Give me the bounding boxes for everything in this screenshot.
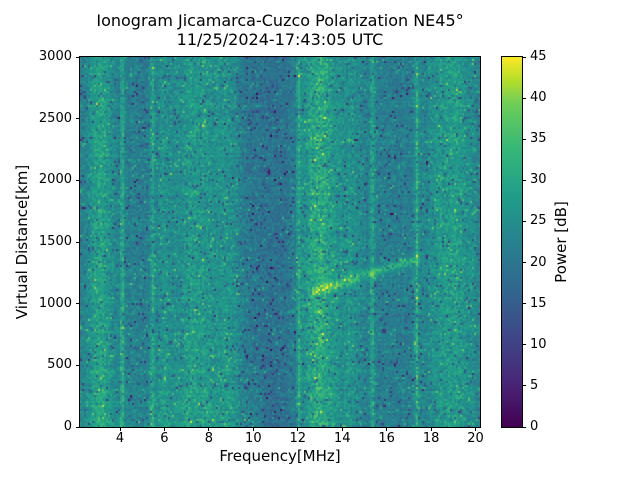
- colorbar-tick-mark: [522, 303, 526, 305]
- x-tick-label: 12: [289, 431, 307, 446]
- x-tick-label: 14: [333, 431, 351, 446]
- colorbar-tick-label: 10: [530, 336, 547, 352]
- x-tick-label: 18: [422, 431, 440, 446]
- y-tick-mark: [76, 118, 80, 120]
- x-tick-label: 10: [245, 431, 262, 446]
- x-tick-mark: [475, 427, 477, 431]
- colorbar-tick-label: 5: [530, 377, 539, 393]
- y-tick-label: 0: [63, 419, 72, 434]
- y-tick-label: 1500: [38, 234, 72, 249]
- x-tick-label: 6: [160, 431, 169, 446]
- y-tick-label: 1000: [38, 295, 72, 311]
- plot-area: [79, 56, 481, 428]
- colorbar-tick-label: 25: [530, 213, 547, 229]
- colorbar-tick-mark: [522, 56, 526, 58]
- y-tick-label: 2000: [38, 172, 72, 188]
- x-tick-mark: [163, 427, 165, 431]
- ionogram-heatmap-canvas: [80, 57, 480, 427]
- colorbar-tick-label: 20: [530, 254, 547, 270]
- x-tick-label: 4: [115, 431, 125, 446]
- colorbar-tick-mark: [522, 262, 526, 264]
- colorbar-tick-mark: [522, 344, 526, 346]
- x-tick-mark: [341, 427, 343, 431]
- colorbar-tick-mark: [522, 385, 526, 387]
- x-tick-mark: [297, 427, 299, 431]
- y-tick-label: 3000: [38, 49, 72, 64]
- x-tick-mark: [208, 427, 210, 431]
- chart-subtitle: 11/25/2024-17:43:05 UTC: [176, 30, 384, 49]
- y-tick-mark: [76, 364, 80, 366]
- x-tick-mark: [119, 427, 121, 431]
- x-tick-mark: [430, 427, 432, 431]
- y-tick-mark: [76, 303, 80, 305]
- colorbar: [501, 56, 523, 428]
- colorbar-tick-mark: [522, 138, 526, 140]
- x-tick-label: 20: [467, 431, 484, 446]
- x-axis-label: Frequency[MHz]: [219, 447, 341, 465]
- colorbar-tick-mark: [522, 426, 526, 428]
- colorbar-gradient-canvas: [502, 57, 522, 427]
- colorbar-tick-label: 35: [530, 131, 547, 147]
- y-tick-mark: [76, 241, 80, 243]
- x-tick-mark: [386, 427, 388, 431]
- y-tick-mark: [76, 56, 80, 58]
- y-axis-label: Virtual Distance[km]: [13, 164, 31, 320]
- colorbar-tick-mark: [522, 220, 526, 222]
- colorbar-tick-label: 45: [530, 49, 547, 64]
- y-tick-label: 2500: [38, 110, 72, 126]
- x-tick-label: 8: [204, 431, 214, 446]
- colorbar-tick-label: 0: [530, 419, 539, 434]
- title-block: Ionogram Jicamarca-Cuzco Polarization NE…: [80, 11, 480, 49]
- colorbar-tick-label: 40: [530, 90, 547, 106]
- colorbar-label: Power [dB]: [552, 201, 570, 283]
- colorbar-tick-mark: [522, 179, 526, 181]
- colorbar-tick-label: 30: [530, 172, 547, 188]
- y-tick-mark: [76, 179, 80, 181]
- y-tick-label: 500: [47, 357, 72, 373]
- chart-title: Ionogram Jicamarca-Cuzco Polarization NE…: [96, 11, 464, 30]
- x-tick-label: 16: [378, 431, 395, 446]
- x-tick-mark: [252, 427, 254, 431]
- colorbar-tick-label: 15: [530, 295, 547, 311]
- colorbar-tick-mark: [522, 97, 526, 99]
- y-tick-mark: [76, 426, 80, 428]
